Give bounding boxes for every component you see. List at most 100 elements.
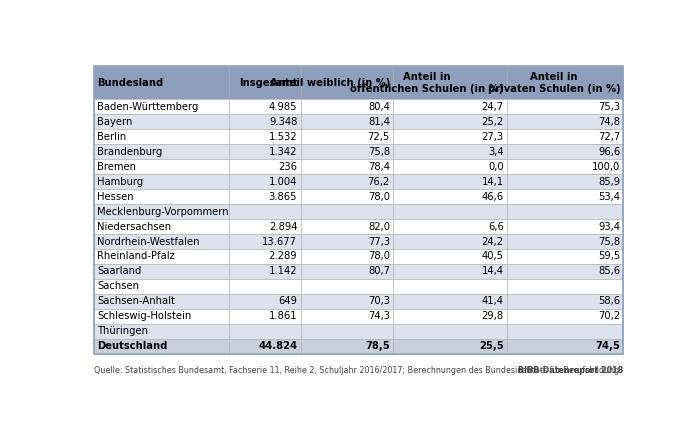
Bar bbox=[507, 279, 624, 294]
Bar bbox=[300, 324, 393, 339]
Text: 93,4: 93,4 bbox=[598, 221, 620, 232]
Text: 29,8: 29,8 bbox=[482, 311, 504, 321]
Text: 1.142: 1.142 bbox=[269, 266, 298, 276]
Bar bbox=[507, 189, 624, 204]
Bar bbox=[507, 115, 624, 129]
Bar bbox=[507, 204, 624, 219]
Text: Baden-Württemberg: Baden-Württemberg bbox=[97, 102, 199, 112]
Text: 70,2: 70,2 bbox=[598, 311, 620, 321]
Bar bbox=[94, 174, 229, 189]
Text: Anteil in
öffentlichen Schulen (in %): Anteil in öffentlichen Schulen (in %) bbox=[351, 72, 504, 94]
Bar bbox=[229, 294, 300, 309]
Bar bbox=[507, 174, 624, 189]
Text: 74,5: 74,5 bbox=[596, 341, 620, 351]
Text: Sachsen-Anhalt: Sachsen-Anhalt bbox=[97, 296, 175, 306]
Text: 82,0: 82,0 bbox=[368, 221, 390, 232]
Bar bbox=[393, 279, 507, 294]
Bar bbox=[507, 294, 624, 309]
Bar bbox=[229, 129, 300, 144]
Bar bbox=[300, 204, 393, 219]
Text: 70,3: 70,3 bbox=[368, 296, 390, 306]
Text: 85,6: 85,6 bbox=[598, 266, 620, 276]
Bar bbox=[300, 234, 393, 249]
Text: 0,0: 0,0 bbox=[488, 162, 504, 172]
Text: 74,8: 74,8 bbox=[598, 117, 620, 127]
Text: 2.289: 2.289 bbox=[269, 251, 298, 262]
Bar bbox=[393, 189, 507, 204]
Text: Deutschland: Deutschland bbox=[97, 341, 167, 351]
Bar bbox=[507, 159, 624, 174]
Bar bbox=[94, 264, 229, 279]
Text: 59,5: 59,5 bbox=[598, 251, 620, 262]
Text: Anteil weiblich (in %): Anteil weiblich (in %) bbox=[270, 78, 390, 88]
Text: 46,6: 46,6 bbox=[482, 192, 504, 202]
Bar bbox=[300, 339, 393, 354]
Text: 1.532: 1.532 bbox=[269, 132, 298, 142]
Text: 6,6: 6,6 bbox=[488, 221, 504, 232]
Bar bbox=[229, 100, 300, 115]
Text: BIBB-Datenreport 2018: BIBB-Datenreport 2018 bbox=[518, 366, 624, 375]
Text: 58,6: 58,6 bbox=[598, 296, 620, 306]
Text: 100,0: 100,0 bbox=[592, 162, 620, 172]
Text: 75,3: 75,3 bbox=[598, 102, 620, 112]
Bar bbox=[300, 264, 393, 279]
Bar bbox=[94, 219, 229, 234]
Text: 72,7: 72,7 bbox=[598, 132, 620, 142]
Text: 4.985: 4.985 bbox=[269, 102, 298, 112]
Bar bbox=[94, 66, 229, 100]
Text: Schleswig-Holstein: Schleswig-Holstein bbox=[97, 311, 192, 321]
Bar bbox=[393, 204, 507, 219]
Bar bbox=[300, 249, 393, 264]
Text: 14,4: 14,4 bbox=[482, 266, 504, 276]
Bar bbox=[300, 129, 393, 144]
Bar bbox=[94, 249, 229, 264]
Bar bbox=[229, 264, 300, 279]
Bar bbox=[300, 115, 393, 129]
Text: 81,4: 81,4 bbox=[368, 117, 390, 127]
Bar bbox=[94, 100, 229, 115]
Bar bbox=[393, 144, 507, 159]
Text: Hessen: Hessen bbox=[97, 192, 134, 202]
Text: 78,0: 78,0 bbox=[368, 192, 390, 202]
Text: Bundesland: Bundesland bbox=[97, 78, 164, 88]
Text: Bremen: Bremen bbox=[97, 162, 136, 172]
Text: 3,4: 3,4 bbox=[488, 147, 504, 157]
Bar bbox=[94, 189, 229, 204]
Bar bbox=[300, 159, 393, 174]
Bar bbox=[229, 174, 300, 189]
Text: 1.861: 1.861 bbox=[269, 311, 298, 321]
Bar bbox=[94, 309, 229, 324]
Text: 2.894: 2.894 bbox=[269, 221, 298, 232]
Bar bbox=[94, 129, 229, 144]
Bar bbox=[300, 100, 393, 115]
Bar bbox=[94, 279, 229, 294]
Bar bbox=[229, 219, 300, 234]
Bar bbox=[507, 339, 624, 354]
Text: 96,6: 96,6 bbox=[598, 147, 620, 157]
Bar bbox=[229, 249, 300, 264]
Bar bbox=[393, 66, 507, 100]
Bar bbox=[393, 159, 507, 174]
Text: 44.824: 44.824 bbox=[258, 341, 298, 351]
Text: 74,3: 74,3 bbox=[368, 311, 390, 321]
Bar bbox=[229, 189, 300, 204]
Bar bbox=[229, 339, 300, 354]
Bar bbox=[300, 174, 393, 189]
Bar bbox=[393, 100, 507, 115]
Bar bbox=[507, 66, 624, 100]
Text: 41,4: 41,4 bbox=[482, 296, 504, 306]
Bar bbox=[300, 219, 393, 234]
Bar bbox=[300, 144, 393, 159]
Bar bbox=[507, 264, 624, 279]
Text: 77,3: 77,3 bbox=[368, 236, 390, 247]
Text: Rheinland-Pfalz: Rheinland-Pfalz bbox=[97, 251, 175, 262]
Bar bbox=[300, 189, 393, 204]
Bar bbox=[393, 174, 507, 189]
Bar bbox=[94, 324, 229, 339]
Bar bbox=[94, 66, 624, 354]
Text: Nordrhein-Westfalen: Nordrhein-Westfalen bbox=[97, 236, 200, 247]
Bar bbox=[229, 204, 300, 219]
Text: 78,5: 78,5 bbox=[365, 341, 390, 351]
Bar bbox=[393, 115, 507, 129]
Text: Bayern: Bayern bbox=[97, 117, 132, 127]
